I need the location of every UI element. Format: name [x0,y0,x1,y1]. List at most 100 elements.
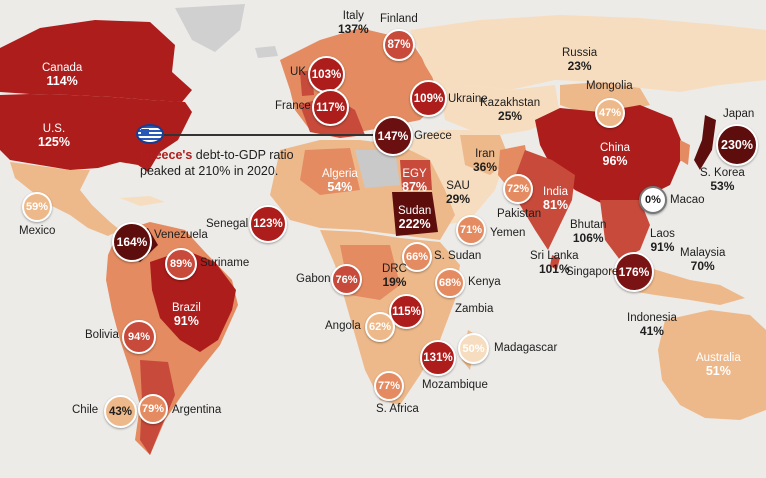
angola-label: Angola [325,320,361,332]
madagascar-bubble: 50% [458,333,489,364]
sau-label: SAU 29% [446,180,471,206]
uk-label: UK [290,66,306,78]
pakistan-label: Pakistan [497,208,542,220]
greece-leader-line [164,134,374,136]
france-label: France [275,100,311,112]
italy-label: Italy 137% [338,10,369,36]
annotation-highlight: Greece's [140,148,193,162]
iran-shape [460,135,510,175]
libya-no-data-shape [355,150,400,188]
s-sudan-label: S. Sudan [434,250,482,262]
suriname-bubble: 89% [165,248,197,280]
ukraine-label: Ukraine [448,93,488,105]
japan-label: Japan [723,108,755,120]
kenya-bubble: 68% [435,268,465,298]
india-shape [512,150,575,250]
china-label: China 96% [600,142,631,168]
s-korea-label: S. Korea 53% [700,167,745,193]
japan-bubble: 230% [716,124,758,166]
sri-lanka-shape [550,255,560,270]
mexico-shape [10,162,120,236]
zambia-label: Zambia [455,303,494,315]
zambia-bubble: 115% [389,294,424,329]
iran-label: Iran 36% [473,148,498,174]
russia-label: Russia 23% [562,47,598,73]
sri-lanka-label: Sri Lanka 101% [530,250,579,276]
drc-label: DRC 19% [382,263,407,289]
mongolia-label: Mongolia [586,80,633,92]
macao-bubble: 0% [639,186,667,214]
us-shape [0,94,192,172]
singapore-label: Singapore [566,266,619,278]
algeria-shape [300,148,360,195]
greenland-shape [175,4,245,52]
senegal-label: Senegal [206,218,249,230]
yemen-bubble: 71% [456,215,486,245]
mozambique-bubble: 131% [420,340,456,376]
bolivia-label: Bolivia [85,329,119,341]
gabon-bubble: 76% [331,264,362,295]
chile-bubble: 43% [104,395,137,428]
mozambique-label: Mozambique [422,379,488,391]
malaysia-label: Malaysia 70% [680,247,726,273]
japan-shape [694,115,716,170]
india-label: India 81% [543,186,569,212]
chile-label: Chile [72,404,99,416]
bhutan-label: Bhutan 106% [570,219,607,245]
ukraine-bubble: 109% [410,80,447,117]
s-sudan-bubble: 66% [402,242,432,272]
bolivia-bubble: 94% [122,320,156,354]
greece-bubble: 147% [373,116,413,156]
canada-label: Canada 114% [42,62,83,88]
mongolia-shape [560,82,650,112]
greece-label: Greece [414,130,452,142]
sudan-label: Sudan 222% [398,205,432,231]
sudan-shape [392,192,438,236]
suriname-label: Suriname [200,257,250,269]
kenya-label: Kenya [468,276,501,288]
mexico-bubble: 59% [22,192,52,222]
brazil-label: Brazil 91% [172,302,201,328]
angola-bubble: 62% [365,312,395,342]
greece-annotation: Greece's debt-to-GDP ratio peaked at 210… [140,147,294,179]
yemen-label: Yemen [490,227,526,239]
venezuela-label: Venezuela [154,229,208,241]
greece-flag-icon [136,124,164,144]
finland-bubble: 87% [383,29,415,61]
algeria-label: Algeria 54% [322,168,358,194]
egy-label: EGY 87% [402,168,428,194]
madagascar-label: Madagascar [494,342,558,354]
us-label: U.S. 125% [38,123,70,149]
singapore-bubble: 176% [614,252,654,292]
argentina-bubble: 79% [138,394,168,424]
russia-shape [410,15,766,92]
mexico-label: Mexico [19,225,56,237]
senegal-bubble: 123% [249,205,287,243]
venezuela-bubble: 164% [112,222,152,262]
gabon-label: Gabon [296,273,331,285]
egypt-shape [400,160,432,190]
pakistan-bubble: 72% [503,174,533,204]
s-africa-label: S. Africa [376,403,419,415]
australia-label: Australia 51% [696,352,741,378]
canada-shape [0,20,192,102]
kazakhstan-label: Kazakhstan 25% [480,97,541,123]
mongolia-bubble: 47% [595,98,625,128]
central-asia-shape [440,85,560,135]
france-bubble: 117% [312,89,349,126]
southeast-asia-shape [600,200,650,260]
argentina-label: Argentina [172,404,222,416]
australia-shape [658,310,766,420]
s-africa-bubble: 77% [374,371,404,401]
korea-shape [680,140,690,165]
iceland-shape [255,46,278,58]
uk-bubble: 103% [308,56,345,93]
indonesia-label: Indonesia 41% [627,312,677,338]
annotation-line2: peaked at 210% in 2020. [140,164,279,178]
macao-label: Macao [670,194,705,206]
laos-label: Laos 91% [650,228,675,254]
caribbean-shape [120,196,165,206]
annotation-line1: debt-to-GDP ratio [192,148,294,162]
finland-label: Finland [380,13,418,25]
